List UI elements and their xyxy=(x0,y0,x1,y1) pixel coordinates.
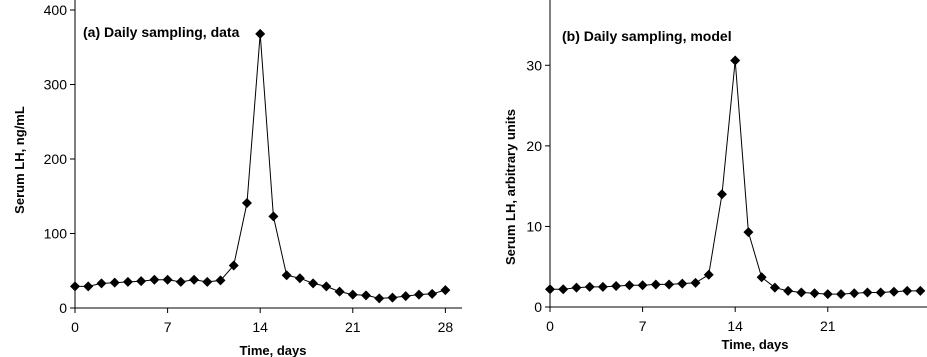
data-point xyxy=(650,279,661,290)
data-point xyxy=(716,189,727,200)
x-axis-label: Time, days xyxy=(240,343,307,357)
data-point xyxy=(875,287,886,298)
data-point xyxy=(730,55,741,66)
data-point xyxy=(690,277,701,288)
data-point xyxy=(189,274,200,285)
data-point xyxy=(915,285,926,296)
data-point xyxy=(175,276,186,287)
data-point xyxy=(334,286,345,297)
data-point xyxy=(228,260,239,271)
data-point xyxy=(294,273,305,284)
data-point xyxy=(809,288,820,299)
data-point xyxy=(122,276,133,287)
y-tick-label: 100 xyxy=(44,226,68,242)
data-point xyxy=(902,285,913,296)
data-point xyxy=(545,284,555,295)
data-point xyxy=(849,288,860,299)
x-tick-label: 21 xyxy=(820,318,836,334)
data-point xyxy=(597,281,608,292)
data-point xyxy=(321,281,332,292)
panel-b: 0 10 20 30 0 7 14 21 (b) Daily sampling, model Ti… xyxy=(503,0,927,352)
data-point xyxy=(822,289,833,300)
x-axis-label: Time, days xyxy=(722,337,789,352)
data-point xyxy=(400,291,411,302)
data-point xyxy=(571,282,582,293)
data-point xyxy=(611,281,622,292)
y-axis-label: Serum LH, ng/mL xyxy=(12,106,27,214)
data-point xyxy=(769,282,780,293)
data-point xyxy=(836,289,847,300)
data-point xyxy=(268,211,279,222)
x-tick-label: 28 xyxy=(438,319,454,335)
data-point xyxy=(440,285,451,296)
data-point xyxy=(413,289,424,300)
series-line xyxy=(75,33,446,299)
data-point xyxy=(637,280,648,291)
data-point xyxy=(96,278,107,289)
data-point xyxy=(796,287,807,298)
y-tick-label: 20 xyxy=(526,138,542,154)
data-point xyxy=(281,270,292,281)
data-point xyxy=(703,269,714,280)
data-point xyxy=(308,278,319,289)
data-point xyxy=(584,281,595,292)
series-line xyxy=(550,60,921,295)
x-tick-label: 14 xyxy=(727,318,743,334)
x-tick-label: 7 xyxy=(639,318,647,334)
y-tick-label: 10 xyxy=(526,218,542,234)
y-tick-label: 200 xyxy=(44,151,68,167)
data-point xyxy=(783,285,794,296)
data-point xyxy=(427,288,438,299)
data-point xyxy=(756,272,767,283)
y-tick-label: 0 xyxy=(59,300,67,316)
y-tick-label: 30 xyxy=(526,57,542,73)
data-point xyxy=(215,275,226,286)
data-point xyxy=(387,292,398,303)
data-point xyxy=(70,281,80,292)
x-tick-label: 0 xyxy=(71,319,79,335)
y-axis-label: Serum LH, arbitrary units xyxy=(503,109,518,265)
data-point xyxy=(83,281,94,292)
data-point xyxy=(374,293,385,304)
data-point xyxy=(149,274,160,285)
data-point xyxy=(162,274,173,285)
chart-title: (b) Daily sampling, model xyxy=(562,28,732,44)
data-point xyxy=(136,276,147,287)
data-point xyxy=(862,287,873,298)
data-point xyxy=(558,284,569,295)
panel-a: 0 100 200 300 400 0 7 14 21 28 (a) Daily sampling,… xyxy=(12,0,462,357)
chart-title: (a) Daily sampling, data xyxy=(83,24,240,40)
x-tick-label: 21 xyxy=(345,319,361,335)
data-point xyxy=(743,227,754,238)
x-tick-label: 0 xyxy=(546,318,554,334)
data-point xyxy=(624,280,635,291)
x-tick-label: 14 xyxy=(252,319,268,335)
data-point xyxy=(677,278,688,289)
y-tick-label: 0 xyxy=(534,299,542,315)
data-point xyxy=(109,277,120,288)
x-tick-label: 7 xyxy=(164,319,172,335)
y-tick-label: 300 xyxy=(44,77,68,93)
data-point xyxy=(888,286,899,297)
data-point xyxy=(241,197,252,208)
data-point xyxy=(664,279,675,290)
data-point xyxy=(255,28,266,39)
data-point xyxy=(361,290,372,301)
data-point xyxy=(347,289,358,300)
y-tick-label: 400 xyxy=(44,2,68,18)
data-point xyxy=(202,276,213,287)
